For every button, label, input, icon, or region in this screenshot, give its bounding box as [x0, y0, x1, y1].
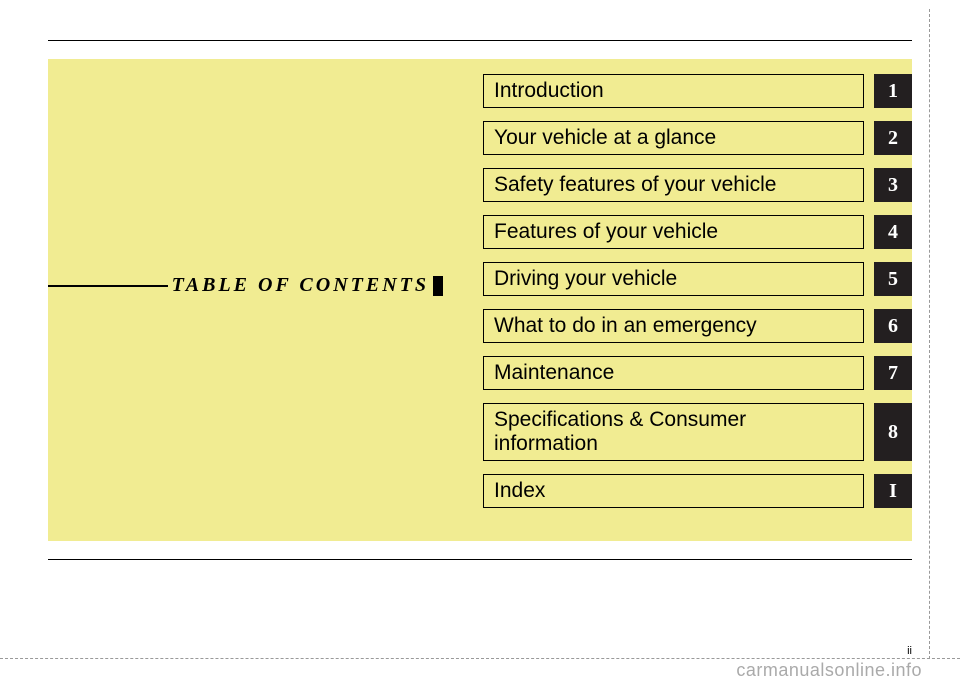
- toc-heading: TABLE OF CONTENTS: [168, 274, 433, 297]
- section-tab[interactable]: 4: [874, 215, 912, 249]
- page-container: TABLE OF CONTENTS Introduction 1 Your vehi…: [48, 40, 912, 649]
- section-tab[interactable]: 6: [874, 309, 912, 343]
- section-tab[interactable]: 7: [874, 356, 912, 390]
- toc-title-row: TABLE OF CONTENTS: [48, 274, 443, 297]
- toc-entry[interactable]: Safety features of your vehicle: [483, 168, 864, 202]
- toc-row: Your vehicle at a glance 2: [483, 121, 912, 155]
- toc-entry[interactable]: Introduction: [483, 74, 864, 108]
- section-tab[interactable]: 1: [874, 74, 912, 108]
- toc-entry[interactable]: Index: [483, 474, 864, 508]
- toc-entry[interactable]: Maintenance: [483, 356, 864, 390]
- toc-row: Safety features of your vehicle 3: [483, 168, 912, 202]
- toc-entry[interactable]: Your vehicle at a glance: [483, 121, 864, 155]
- watermark: carmanualsonline.info: [736, 660, 922, 681]
- section-tab[interactable]: 3: [874, 168, 912, 202]
- toc-row: Features of your vehicle 4: [483, 215, 912, 249]
- section-tab[interactable]: 8: [874, 403, 912, 461]
- toc-heading-block: TABLE OF CONTENTS: [48, 74, 443, 454]
- toc-row: Specifications & Consumer information8: [483, 403, 912, 461]
- toc-entry[interactable]: Features of your vehicle: [483, 215, 864, 249]
- toc-rule: [48, 285, 168, 287]
- toc-panel: TABLE OF CONTENTS Introduction 1 Your vehi…: [48, 59, 912, 541]
- section-tab[interactable]: 5: [874, 262, 912, 296]
- bottom-rule: [48, 559, 912, 560]
- toc-entry[interactable]: Specifications & Consumer information: [483, 403, 864, 461]
- toc-entry[interactable]: Driving your vehicle: [483, 262, 864, 296]
- toc-row: Introduction 1: [483, 74, 912, 108]
- toc-entries: Introduction 1 Your vehicle at a glance 2 Sa…: [443, 74, 912, 521]
- section-tab[interactable]: I: [874, 474, 912, 508]
- top-rule: [48, 40, 912, 41]
- toc-row: What to do in an emergency 6: [483, 309, 912, 343]
- toc-row: Index I: [483, 474, 912, 508]
- toc-row: Maintenance 7: [483, 356, 912, 390]
- page-number: ii: [907, 645, 912, 657]
- toc-row: Driving your vehicle 5: [483, 262, 912, 296]
- section-tab[interactable]: 2: [874, 121, 912, 155]
- toc-end-block: [433, 276, 443, 296]
- toc-entry[interactable]: What to do in an emergency: [483, 309, 864, 343]
